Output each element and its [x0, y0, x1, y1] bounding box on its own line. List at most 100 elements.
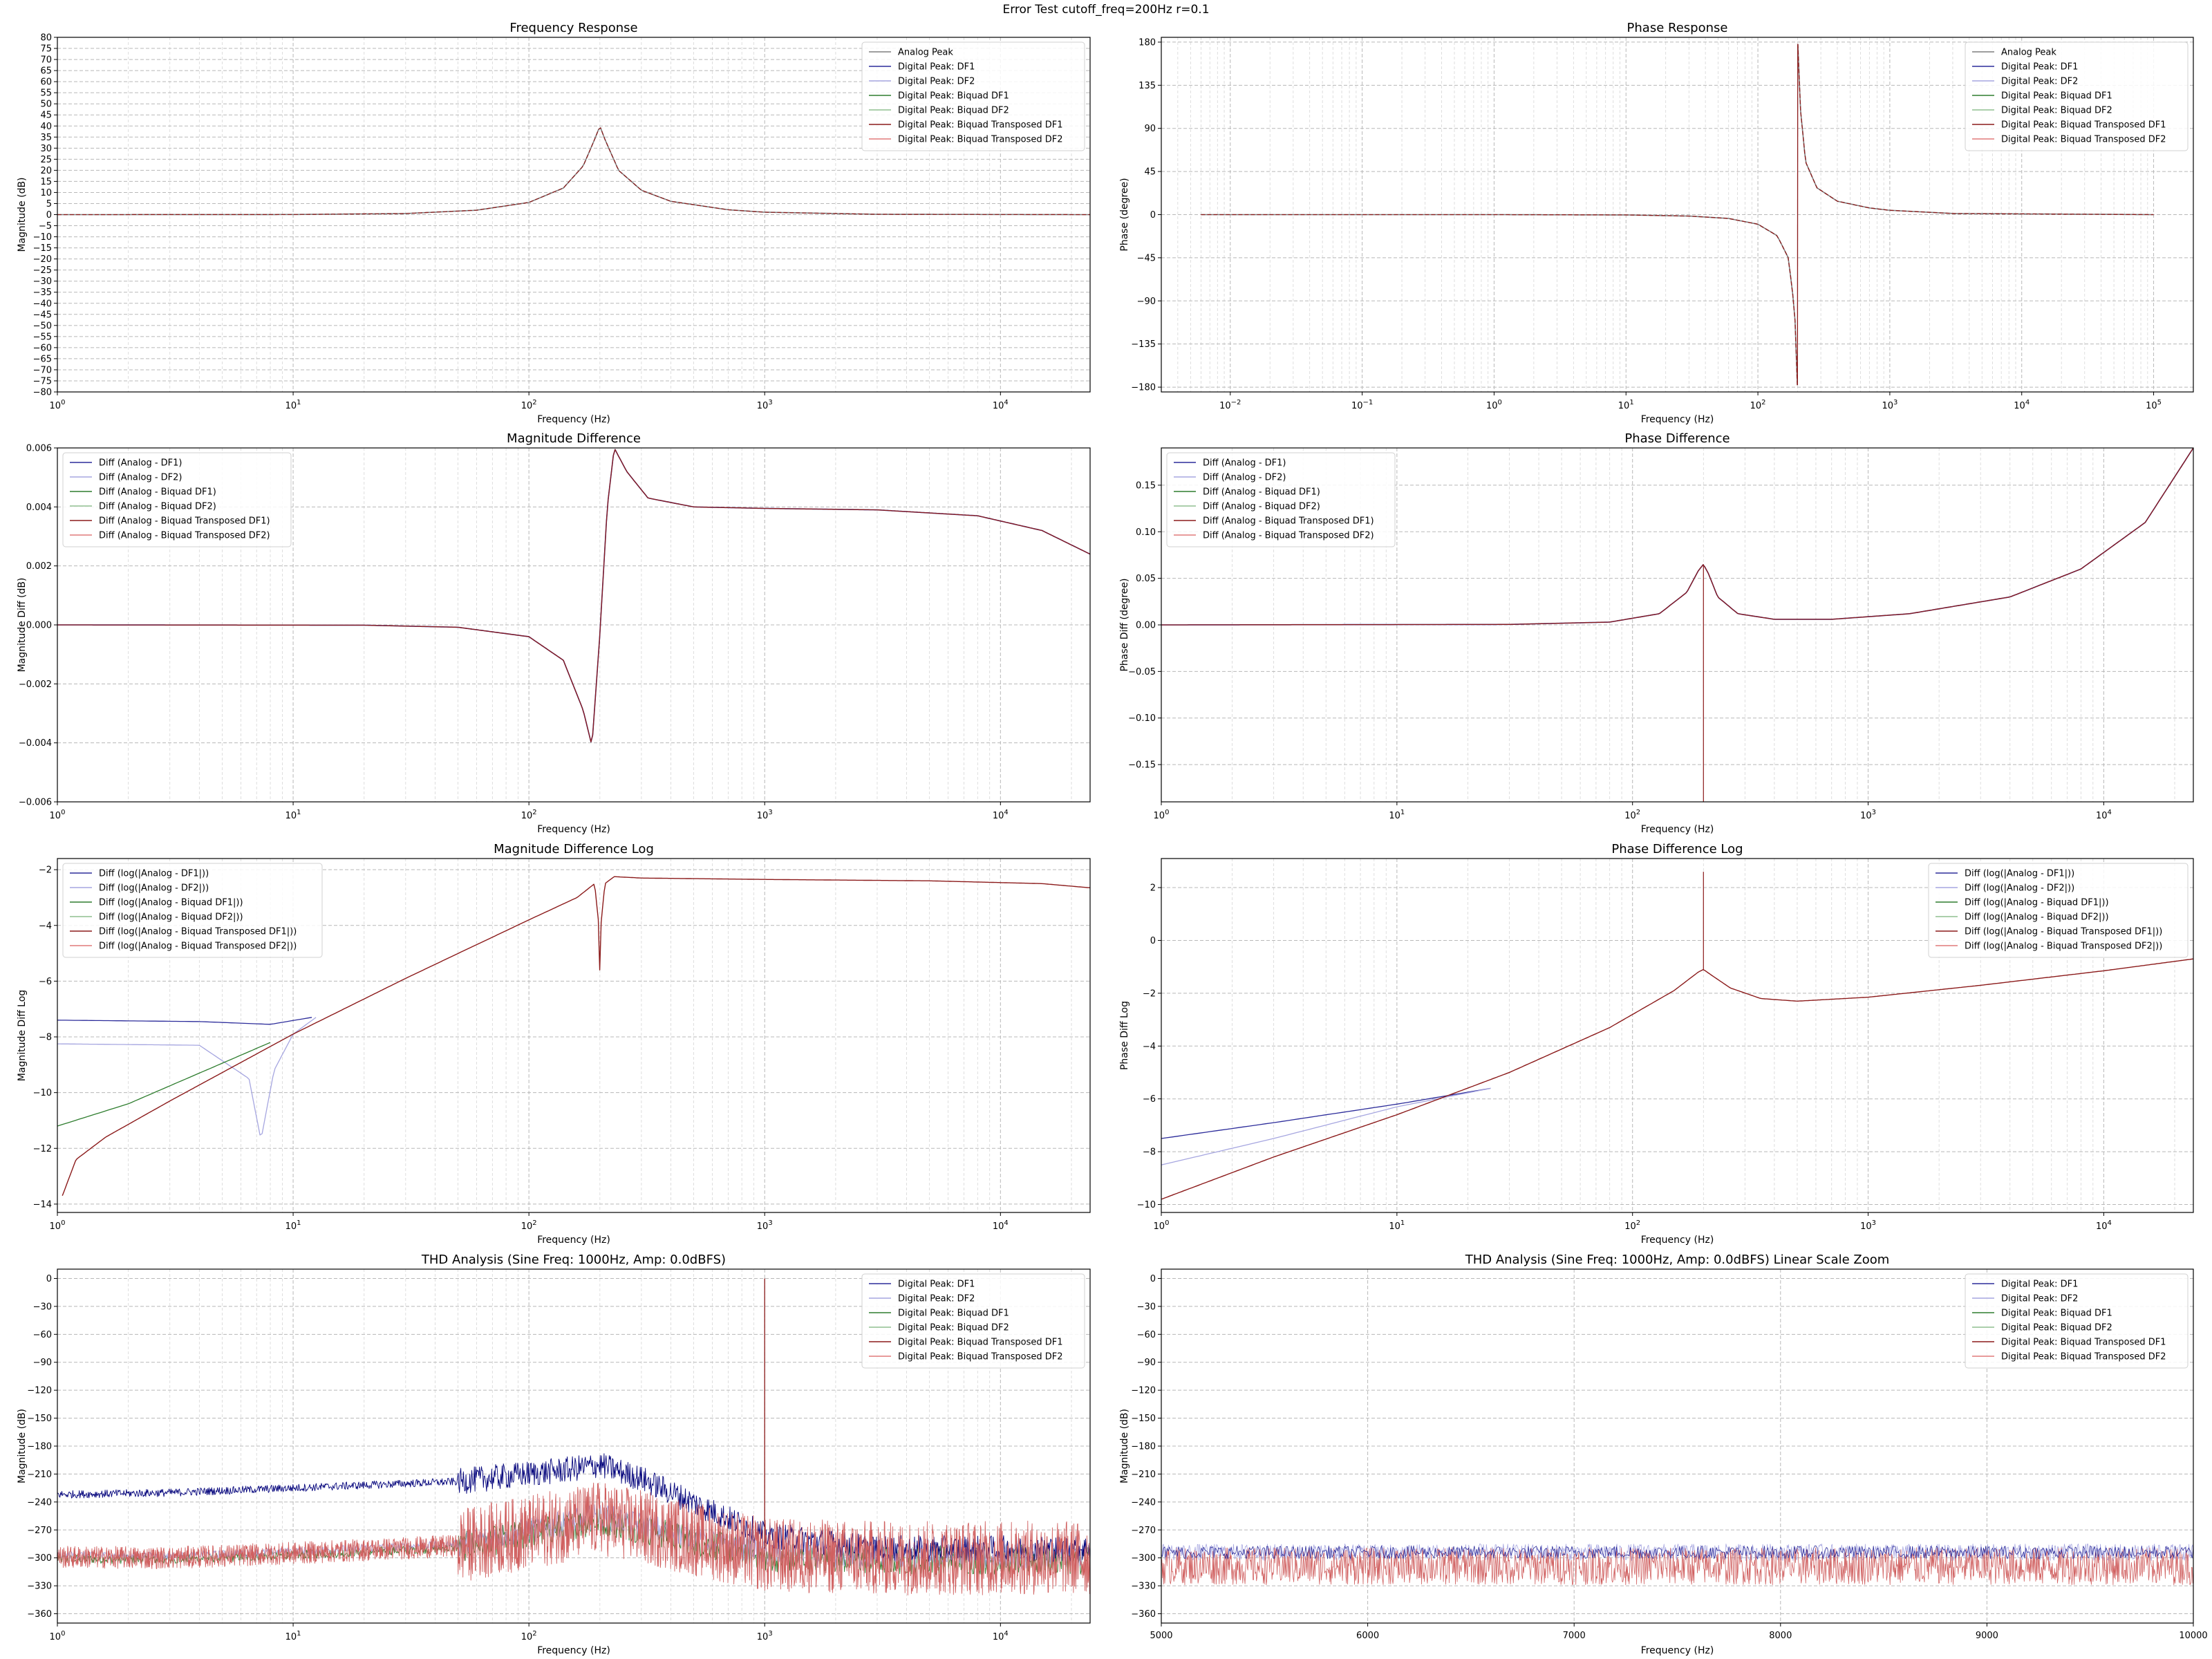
legend-entry: Analog Peak [898, 48, 953, 58]
chart-title: Magnitude Difference [507, 431, 641, 446]
legend-entry: Digital Peak: DF2 [2001, 77, 2078, 87]
y-tick-label: −4 [39, 921, 52, 931]
x-axis-label: Frequency (Hz) [1641, 824, 1714, 835]
y-tick-label: −40 [33, 299, 52, 309]
legend-entry: Digital Peak: Biquad Transposed DF1 [2001, 1338, 2166, 1348]
y-axis-label: Magnitude Diff (dB) [17, 578, 28, 673]
y-tick-label: 180 [1138, 37, 1156, 48]
series-diff-biquad-transposed [57, 449, 1090, 742]
x-tick-label: 101 [1389, 809, 1405, 821]
legend-entry: Diff (log(|Analog - DF2|)) [99, 883, 209, 894]
legend: Digital Peak: DF1 Digital Peak: DF2 Digita… [1965, 1273, 2188, 1369]
legend: Diff (log(|Analog - DF1|)) Diff (log(|Ana… [1928, 863, 2188, 958]
y-tick-label: −150 [1131, 1414, 1156, 1424]
y-tick-label: −300 [27, 1553, 52, 1564]
y-tick-label: −135 [1131, 339, 1156, 350]
y-tick-label: −180 [1131, 383, 1156, 393]
x-tick-label: 8000 [1769, 1631, 1792, 1641]
x-tick-label: 104 [2096, 809, 2112, 821]
chart-title: Phase Response [1627, 21, 1728, 35]
x-tick-label: 100 [50, 1630, 66, 1642]
y-tick-label: −10 [1137, 1200, 1156, 1210]
x-tick-label: 6000 [1356, 1631, 1379, 1641]
y-tick-label: 0 [46, 210, 52, 221]
chart-title: THD Analysis (Sine Freq: 1000Hz, Amp: 0.… [421, 1253, 726, 1267]
legend-entry: Diff (log(|Analog - Biquad Transposed DF… [1965, 927, 2162, 937]
legend-entry: Diff (log(|Analog - Biquad Transposed DF… [1965, 941, 2162, 952]
series-log-df2 [57, 1017, 317, 1136]
x-tick-label: 9000 [1976, 1631, 1998, 1641]
axis-ticks: 5000 6000 7000 8000 9000 10000−360−330−300−27… [1131, 1274, 2207, 1641]
y-tick-label: −0.006 [19, 798, 52, 808]
y-tick-label: 45 [1144, 167, 1156, 178]
y-tick-label: 90 [1144, 124, 1156, 134]
legend: Diff (Analog - DF1) Diff (Analog - DF2) Di… [1166, 452, 1396, 547]
y-tick-label: 5 [46, 199, 52, 209]
y-tick-label: −0.004 [19, 738, 52, 749]
legend-entry: Digital Peak: Biquad DF2 [898, 106, 1009, 116]
y-tick-label: −0.05 [1128, 667, 1156, 677]
legend: Analog Peak Digital Peak: DF1 Digital Peak… [861, 41, 1085, 151]
x-tick-label: 100 [50, 399, 66, 411]
legend: Diff (Analog - DF1) Diff (Analog - DF2) Di… [62, 452, 292, 547]
legend-box [1965, 1273, 2188, 1369]
y-tick-label: 0.006 [26, 444, 52, 454]
y-tick-label: −6 [39, 977, 52, 987]
legend-entry: Diff (Analog - DF2) [1203, 473, 1286, 483]
legend-entry: Digital Peak: Biquad Transposed DF1 [2001, 120, 2166, 131]
x-tick-label: 100 [1486, 399, 1502, 411]
y-tick-label: 0.10 [1136, 527, 1156, 538]
y-tick-label: −45 [1137, 253, 1156, 263]
x-axis-label: Frequency (Hz) [537, 1235, 610, 1246]
x-tick-label: 10−2 [1219, 399, 1241, 411]
y-tick-label: −90 [33, 1358, 52, 1368]
legend-entry: Diff (log(|Analog - DF2|)) [1965, 883, 2074, 894]
legend-box [861, 41, 1085, 151]
x-tick-label: 102 [521, 1219, 537, 1232]
y-tick-label: −30 [1137, 1302, 1156, 1312]
y-tick-label: 65 [40, 66, 52, 77]
legend-entry: Diff (Analog - Biquad Transposed DF2) [1203, 531, 1374, 541]
axis-ticks: 10−2 10−1 100 101 102 103 104 105 −180 −135 −90 −45… [1131, 37, 2162, 411]
y-tick-label: −360 [1131, 1609, 1156, 1620]
series-digital-peaks [57, 127, 1090, 216]
series-diff-biquad-transposed [1161, 448, 2193, 626]
y-tick-label: −4 [1143, 1042, 1156, 1052]
legend-box [1928, 863, 2188, 958]
legend-entry: Digital Peak: DF2 [898, 1294, 975, 1304]
legend-entry: Digital Peak: DF2 [898, 77, 975, 87]
y-tick-label: −210 [1131, 1470, 1156, 1480]
y-tick-label: −0.002 [19, 679, 52, 690]
chart-thd: 100 101 102 103 104−360−330−300−270−240−210−… [17, 1253, 1091, 1656]
y-tick-label: −55 [33, 332, 52, 342]
legend-entry: Diff (log(|Analog - Biquad DF2|)) [99, 912, 243, 923]
plot-frame [1161, 858, 2194, 1213]
series-group [1161, 448, 2193, 802]
x-tick-label: 101 [285, 1219, 301, 1232]
x-tick-label: 101 [285, 1630, 301, 1642]
legend-entry: Diff (Analog - DF1) [1203, 458, 1286, 469]
legend-entry: Digital Peak: Biquad Transposed DF1 [898, 120, 1063, 131]
y-tick-label: −80 [33, 388, 52, 398]
chart-mag_diff_log: 100 101 102 103 104 −14 −12 −10 −8 −6 −4 −2 Magnitud… [17, 842, 1091, 1246]
legend-entry: Analog Peak [2001, 48, 2056, 58]
y-tick-label: 50 [40, 100, 52, 110]
y-tick-label: −60 [33, 1330, 52, 1340]
y-tick-label: −330 [1131, 1582, 1156, 1592]
legend-entry: Diff (Analog - DF2) [99, 473, 182, 483]
y-tick-label: 55 [40, 88, 52, 99]
legend-box [1166, 452, 1396, 547]
y-tick-label: −0.15 [1128, 760, 1156, 771]
chart-title: Magnitude Difference Log [494, 842, 654, 856]
chart-freq_response: 100 101 102 103 104−80−75−70−65−60−55−50−45−… [17, 21, 1091, 425]
x-axis-label: Frequency (Hz) [1641, 414, 1714, 425]
y-tick-label: 2 [1150, 883, 1156, 894]
y-tick-label: −120 [1131, 1386, 1156, 1396]
x-tick-label: 102 [1750, 399, 1766, 411]
y-tick-label: −180 [1131, 1442, 1156, 1452]
x-tick-label: 104 [993, 399, 1009, 411]
chart-thd_zoom: 5000 6000 7000 8000 9000 10000−360−330−300−27… [1119, 1253, 2208, 1656]
x-tick-label: 101 [285, 399, 301, 411]
x-tick-label: 105 [2146, 399, 2162, 411]
x-tick-label: 102 [1624, 809, 1640, 821]
